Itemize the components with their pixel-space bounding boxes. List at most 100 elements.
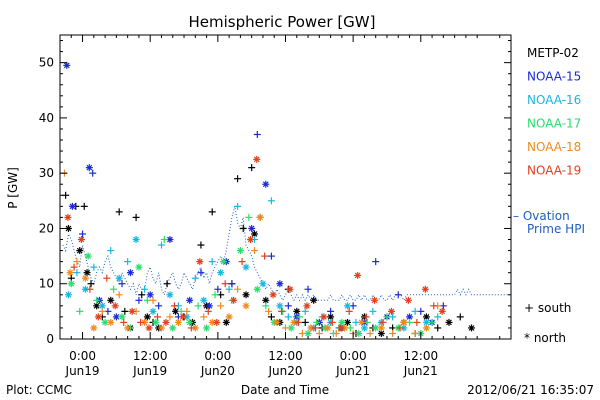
data-point — [278, 307, 286, 315]
data-point — [221, 280, 229, 288]
data-point — [68, 202, 76, 210]
data-point — [81, 285, 89, 293]
data-point — [236, 247, 244, 255]
data-point — [411, 329, 419, 337]
data-point — [120, 318, 128, 326]
data-point — [118, 280, 126, 288]
data-point — [267, 313, 275, 321]
y-tick-label: 30 — [39, 166, 54, 180]
data-point — [107, 296, 115, 304]
y-tick-label: 10 — [39, 277, 54, 291]
data-point — [211, 291, 219, 299]
data-point — [337, 324, 345, 332]
data-point — [166, 291, 174, 299]
legend: METP-02 NOAA-15 NOAA-16 NOAA-17 NOAA-18 NOAA-… — [513, 46, 585, 345]
data-point — [87, 280, 95, 288]
data-point — [187, 324, 195, 332]
data-point — [320, 313, 328, 321]
data-point — [191, 274, 199, 282]
data-point — [327, 307, 335, 315]
data-point — [304, 329, 312, 337]
data-point — [217, 269, 225, 277]
y-tick-label: 40 — [39, 111, 54, 125]
data-point — [358, 318, 366, 326]
data-point — [298, 329, 306, 337]
data-point — [256, 213, 264, 221]
data-point — [273, 318, 281, 326]
data-point — [438, 307, 446, 315]
data-point — [85, 164, 93, 172]
data-point — [468, 324, 476, 332]
footer-left: Plot: CCMC — [6, 383, 72, 397]
data-point — [369, 307, 377, 315]
data-point — [253, 285, 261, 293]
data-point — [137, 318, 145, 326]
data-point — [379, 318, 387, 326]
data-point — [267, 252, 275, 260]
data-point — [80, 202, 88, 210]
data-point — [242, 291, 250, 299]
data-point — [64, 291, 72, 299]
data-point — [138, 291, 146, 299]
data-point — [154, 313, 162, 321]
data-point — [259, 280, 267, 288]
data-point — [247, 236, 255, 244]
legend-marker-south: + south — [524, 301, 571, 315]
x-tick-date-label: Jun21 — [403, 364, 438, 378]
data-point — [371, 296, 379, 304]
data-point — [174, 318, 182, 326]
data-point — [301, 307, 309, 315]
data-point — [219, 258, 227, 266]
data-point — [445, 318, 453, 326]
data-point — [253, 155, 261, 163]
data-point — [294, 318, 302, 326]
data-point — [183, 307, 191, 315]
plot-area — [61, 61, 509, 337]
data-point — [383, 313, 391, 321]
data-point — [213, 318, 221, 326]
series-noaa-17 — [67, 213, 436, 337]
data-point — [121, 307, 129, 315]
axes: 010203040500:00Jun1912:00Jun190:00Jun201… — [39, 34, 512, 378]
data-point — [157, 324, 165, 332]
data-point — [98, 307, 106, 315]
data-point — [242, 263, 250, 271]
data-point — [179, 313, 187, 321]
x-tick-time-label: 12:00 — [268, 349, 303, 363]
plot-frame — [59, 34, 512, 340]
data-point — [63, 61, 71, 69]
data-point — [430, 302, 438, 310]
data-point — [186, 296, 194, 304]
data-point — [413, 318, 421, 326]
data-point — [115, 291, 123, 299]
data-point — [265, 307, 273, 315]
data-point — [296, 313, 304, 321]
data-point — [197, 269, 205, 277]
data-point — [107, 318, 115, 326]
data-point — [396, 324, 404, 332]
data-point — [239, 224, 247, 232]
data-point — [228, 280, 236, 288]
data-point — [89, 169, 97, 177]
data-point — [286, 285, 294, 293]
data-point — [276, 302, 284, 310]
data-point — [124, 324, 132, 332]
data-point — [372, 258, 380, 266]
data-point — [67, 280, 75, 288]
data-point — [304, 285, 312, 293]
data-point — [93, 296, 101, 304]
data-point — [70, 263, 78, 271]
data-point — [387, 307, 395, 315]
legend-entry: NOAA-18 — [527, 140, 581, 154]
data-point — [83, 269, 91, 277]
data-point — [94, 313, 102, 321]
data-point — [208, 258, 216, 266]
data-point — [141, 285, 149, 293]
data-point — [354, 271, 362, 279]
data-point — [81, 274, 89, 282]
data-point — [366, 329, 374, 337]
data-point — [118, 313, 126, 321]
data-point — [132, 236, 140, 244]
data-point — [328, 318, 336, 326]
